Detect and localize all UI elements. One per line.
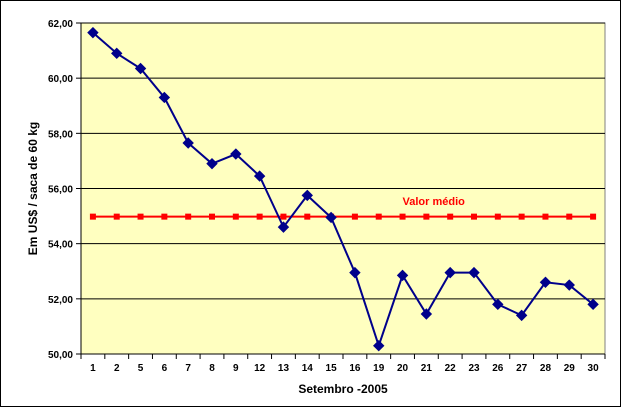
data-point (304, 213, 311, 220)
y-tick-labels: 50,00 52,00 54,00 56,00 58,00 60,00 62,00 (48, 19, 73, 361)
x-tick-label: 5 (138, 363, 144, 374)
annotation-label: Valor médio (403, 196, 466, 208)
y-axis-title: Em US$ / saca de 60 kg (26, 122, 40, 255)
x-tick-label: 13 (278, 363, 290, 374)
x-tick-label: 8 (209, 363, 215, 374)
x-axis-title: Setembro -2005 (298, 382, 388, 396)
y-tick-label: 60,00 (48, 74, 73, 85)
x-tick-label: 6 (162, 363, 168, 374)
series-line (92, 31, 594, 349)
data-point (494, 213, 501, 220)
x-tick-label: 28 (540, 363, 552, 374)
data-point (447, 213, 454, 220)
data-point (161, 213, 168, 220)
x-tick-label: 14 (302, 363, 314, 374)
x-tick-label: 1 (90, 363, 96, 374)
data-point (468, 266, 480, 279)
x-tick-label: 20 (397, 363, 409, 374)
data-point (396, 269, 409, 282)
data-point (423, 213, 430, 220)
x-tick-label: 19 (373, 363, 385, 374)
data-point (492, 298, 504, 311)
y-tick-label: 62,00 (48, 19, 73, 30)
x-tick-label: 9 (233, 363, 239, 374)
y-tick-label: 50,00 (48, 350, 73, 361)
data-point (301, 189, 313, 202)
data-point (277, 221, 290, 233)
data-point (206, 157, 218, 170)
data-point (539, 276, 552, 288)
x-tick-label: 15 (326, 363, 338, 374)
data-point (232, 213, 239, 220)
y-tick-label: 54,00 (48, 240, 73, 251)
data-point (158, 91, 171, 104)
x-tick-label: 21 (421, 363, 433, 374)
data-point (563, 279, 575, 291)
x-tick-label: 29 (564, 363, 576, 374)
data-point (182, 137, 194, 149)
data-point (590, 213, 597, 220)
data-point (420, 308, 433, 320)
data-point (566, 213, 573, 220)
data-point (325, 211, 337, 224)
data-point (134, 62, 147, 75)
data-point (113, 213, 120, 220)
x-tick-label: 27 (516, 363, 528, 374)
data-point (253, 170, 266, 182)
x-tick-label: 2 (114, 363, 120, 374)
data-point (349, 266, 361, 279)
annotations: Valor médio (403, 196, 466, 208)
data-point (373, 340, 385, 352)
x-tick-label: 16 (349, 363, 361, 374)
data-point (111, 47, 123, 60)
data-point (471, 213, 477, 220)
data-point (375, 213, 382, 220)
data-point (587, 298, 599, 311)
data-point (256, 213, 263, 220)
x-tick-labels: 1 2 5 6 7 8 9 12 13 14 15 16 19 20 21 22 23 26 27 28 29 30 (80, 354, 606, 374)
data-point (185, 213, 192, 220)
series-price (87, 26, 599, 352)
data-point (542, 213, 549, 220)
x-tick-label: 22 (445, 363, 457, 374)
data-point (137, 213, 144, 220)
y-tick-label: 58,00 (48, 129, 73, 140)
y-tick-label: 56,00 (48, 185, 73, 196)
gridlines (76, 22, 605, 355)
data-point (444, 266, 456, 279)
data-point (87, 26, 99, 39)
series-layer (87, 26, 599, 352)
data-point (515, 309, 528, 322)
x-tick-label: 23 (468, 363, 480, 374)
x-tick-label: 26 (492, 363, 504, 374)
data-point (351, 213, 358, 220)
y-tick-label: 52,00 (48, 295, 73, 306)
data-point (280, 213, 287, 220)
data-point (518, 213, 525, 220)
x-tick-label: 30 (588, 363, 600, 374)
data-point (209, 213, 215, 220)
x-tick-label: 12 (254, 363, 266, 374)
data-point (89, 213, 96, 220)
data-point (399, 213, 406, 220)
data-point (230, 148, 242, 160)
x-tick-label: 7 (185, 363, 191, 374)
